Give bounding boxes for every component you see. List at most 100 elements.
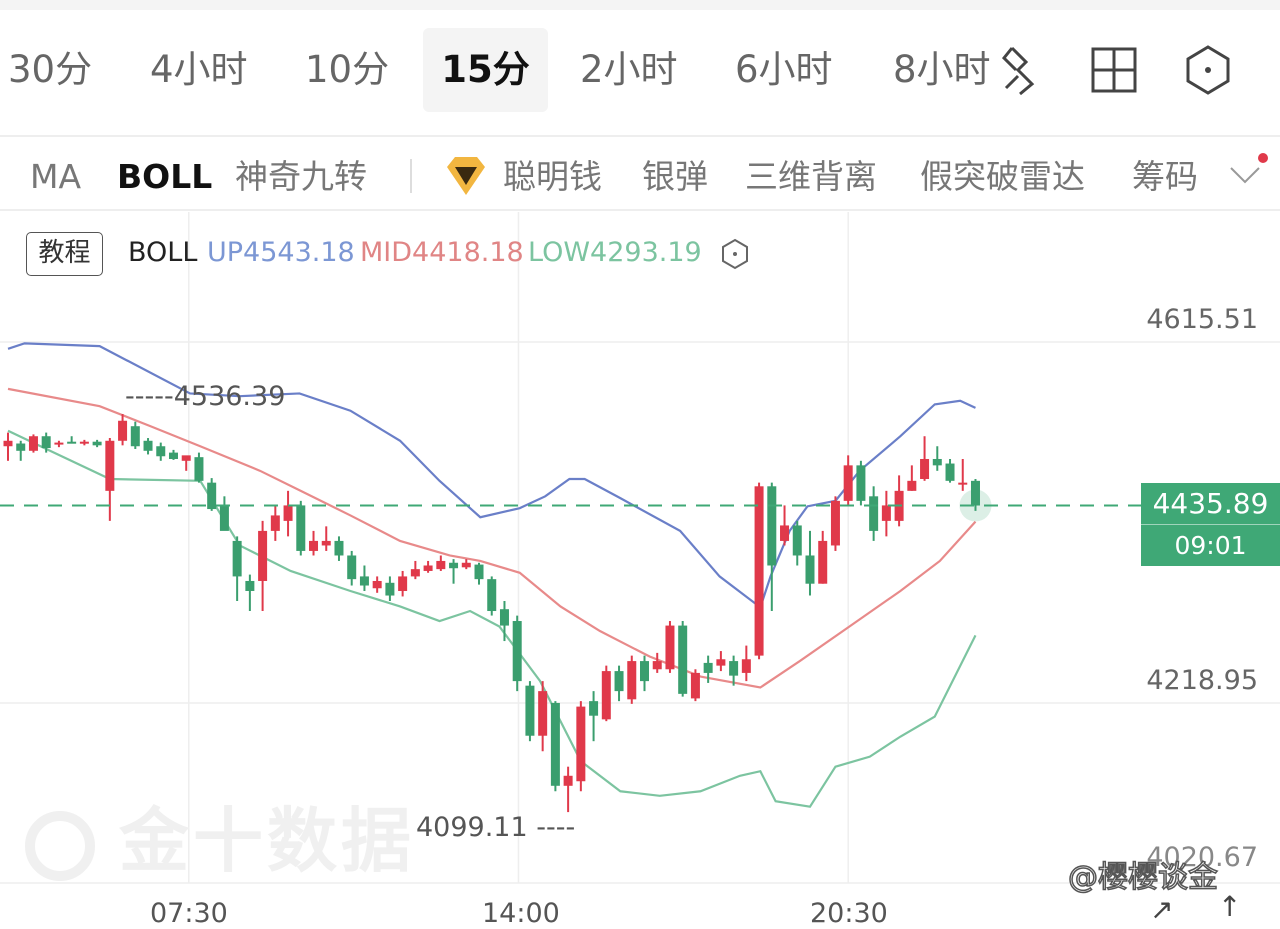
candle-body (385, 582, 395, 596)
candle-body (168, 452, 178, 459)
indicator-smart-money[interactable]: 聪明钱 (503, 157, 602, 196)
candle-body (640, 661, 649, 682)
candle-body (436, 560, 446, 570)
candle-body (945, 463, 955, 481)
x-tick-label: 07:30 (150, 898, 228, 929)
tab-8h[interactable]: 8小时 (893, 48, 990, 91)
candle-body (118, 420, 128, 441)
indicator-chips[interactable]: 筹码 (1132, 157, 1198, 196)
candle-body (194, 457, 204, 481)
timeframe-tabs: 30分 4小时 10分 15分 2小时 6小时 8小时 (0, 28, 990, 112)
scroll-top-icon[interactable]: ↑ (1218, 890, 1242, 923)
divider (0, 135, 1280, 137)
candle-body (589, 701, 599, 716)
candle-body (156, 446, 166, 457)
watermark-logo: 金十数据 (25, 785, 415, 886)
candle-body (143, 440, 153, 451)
candle-body (550, 702, 560, 786)
candle-body (601, 671, 611, 720)
notification-dot (1258, 153, 1268, 163)
candle-body (703, 662, 713, 673)
expand-icon[interactable]: ↗ (1150, 893, 1174, 926)
candle-body (576, 706, 586, 782)
settings-hexagon-icon[interactable] (1182, 44, 1234, 96)
candlestick-chart[interactable] (0, 212, 1280, 925)
indicator-boll[interactable]: BOLL (117, 157, 213, 196)
candle-body (741, 659, 751, 673)
candle-body (627, 661, 637, 700)
tab-15min[interactable]: 15分 (423, 28, 548, 112)
candle-body (258, 530, 268, 581)
candle-body (270, 515, 280, 531)
indicator-divergence[interactable]: 三维背离 (745, 157, 877, 196)
divider (410, 159, 412, 193)
tutorial-button[interactable]: 教程 (26, 232, 103, 276)
candle-body (970, 480, 980, 506)
candle-body (869, 496, 879, 531)
draw-tool-icon[interactable] (992, 44, 1044, 96)
candle-body (907, 480, 917, 491)
candle-body (181, 455, 191, 461)
weibo-watermark: @樱樱谈金 (1067, 859, 1219, 896)
candle-body (652, 661, 662, 670)
candle-body (3, 440, 13, 447)
high-marker-value: 4536.39 (173, 381, 286, 412)
candle-body (321, 540, 331, 546)
candle-body (690, 672, 700, 699)
indicator-ma[interactable]: MA (30, 157, 82, 196)
candle-body (347, 555, 357, 580)
indicator-silver-bullet[interactable]: 银弹 (642, 157, 708, 196)
y-tick-label: 4218.95 (1146, 665, 1258, 696)
candle-body (232, 540, 242, 577)
candle-body (538, 691, 548, 736)
tab-30min[interactable]: 30分 (8, 48, 93, 91)
candle-body (932, 458, 942, 466)
layout-grid-icon[interactable] (1088, 44, 1140, 96)
candle-body (398, 576, 408, 591)
candle-body (130, 426, 140, 447)
legend-up: UP4543.18 (207, 237, 355, 268)
candle-body (843, 465, 853, 501)
indicator-false-breakout[interactable]: 假突破雷达 (920, 157, 1085, 196)
candle-body (818, 540, 828, 584)
candle-body (461, 562, 471, 568)
high-marker: -----4536.39 (125, 381, 286, 412)
tab-4h[interactable]: 4小时 (150, 48, 248, 91)
current-price: 4435.89 (1152, 487, 1269, 520)
candle-body (92, 441, 102, 446)
divider (0, 209, 1280, 211)
candle-body (614, 671, 624, 692)
candle-body (792, 525, 802, 556)
candle-body (512, 621, 522, 682)
legend-low: LOW4293.19 (528, 237, 702, 268)
y-tick-label: 4020.67 (1146, 842, 1258, 873)
candle-body (410, 569, 420, 577)
candle-body (525, 685, 535, 736)
tab-6h[interactable]: 6小时 (735, 48, 833, 91)
watermark-icon (25, 810, 95, 881)
candle-body (767, 486, 777, 566)
candle-body (563, 775, 573, 786)
candle-body (79, 441, 89, 444)
candle-body (678, 625, 688, 694)
candle-body (780, 525, 790, 541)
tab-10min[interactable]: 10分 (305, 48, 390, 91)
chevron-down-icon[interactable] (1228, 162, 1262, 188)
tab-2h[interactable]: 2小时 (580, 48, 678, 91)
candle-body (805, 555, 815, 584)
candle-body (958, 482, 968, 485)
indicator-magic-nine[interactable]: 神奇九转 (235, 157, 367, 196)
candle-body (359, 576, 369, 586)
legend-mid: MID4418.18 (360, 237, 524, 268)
current-price-badge: 4435.89 09:01 (1141, 483, 1280, 566)
candle-body (856, 465, 866, 501)
candle-body (41, 436, 51, 449)
x-tick-label: 20:30 (810, 898, 888, 929)
candle-body (665, 625, 675, 670)
legend-settings-icon[interactable] (720, 238, 750, 270)
candle-body (219, 505, 229, 531)
candle-body (830, 500, 840, 546)
premium-diamond-icon (447, 157, 485, 195)
candle-body (67, 441, 77, 444)
candle-body (729, 661, 739, 676)
